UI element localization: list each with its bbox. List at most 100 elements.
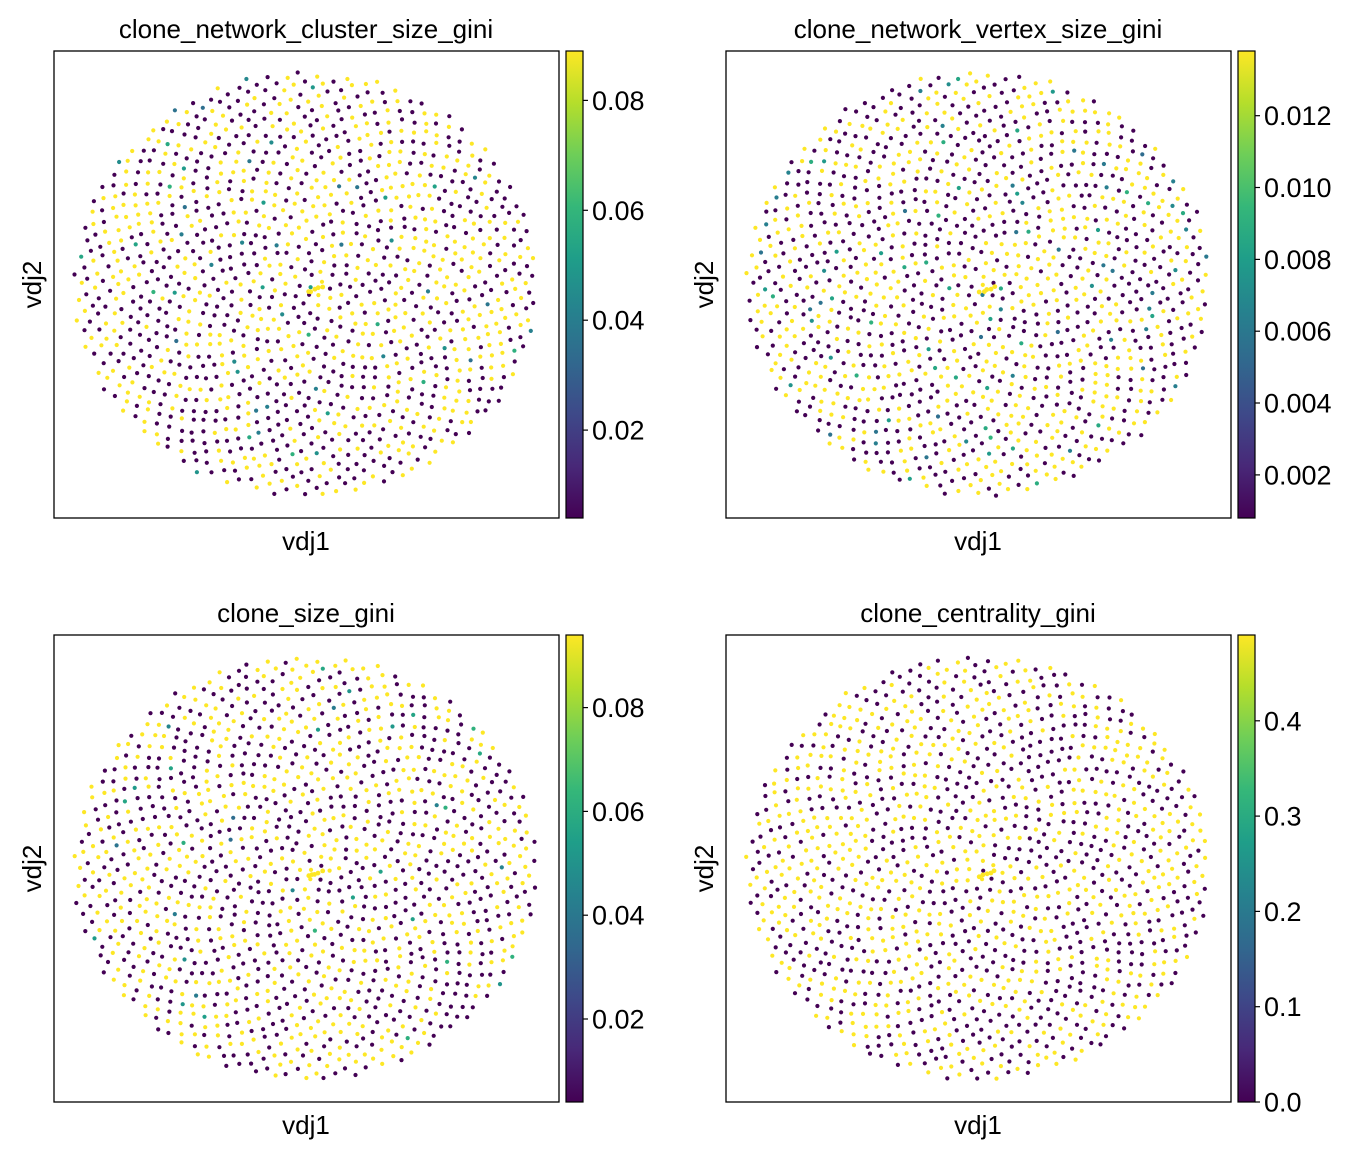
scatter-point [837,310,842,315]
scatter-point [778,352,783,357]
scatter-point [256,753,261,758]
scatter-point [1022,364,1027,369]
scatter-point [437,416,442,421]
scatter-point [421,295,426,300]
scatter-point [1008,889,1013,894]
scatter-point [114,342,119,348]
scatter-point [905,719,910,724]
scatter-point [500,936,505,942]
scatter-point [419,360,424,365]
scatter-point [487,236,492,241]
scatter-point [255,991,260,997]
scatter-point [1089,936,1094,941]
scatter-point [973,433,978,438]
scatter-point [372,110,377,115]
scatter-point [138,159,143,164]
scatter-point [814,361,819,366]
scatter-point [284,467,289,472]
scatter-point [328,1037,333,1042]
scatter-point [154,929,159,934]
scatter-point [825,903,831,908]
scatter-point [531,300,536,306]
scatter-point [224,713,229,718]
scatter-point [272,870,278,875]
scatter-point [861,440,866,445]
scatter-point [951,172,956,177]
scatter-point [1122,408,1127,413]
scatter-point [387,280,392,285]
scatter-point [156,784,161,789]
scatter-point [1093,446,1099,452]
scatter-point [984,941,989,947]
scatter-point [525,246,531,251]
scatter-point [431,393,436,398]
scatter-point [282,375,287,380]
scatter-point [375,121,380,126]
scatter-point [296,911,301,916]
scatter-point [1124,238,1129,243]
scatter-point [885,1014,890,1019]
scatter-point [1004,176,1009,181]
scatter-point [1019,735,1025,740]
scatter-point [1047,209,1052,214]
scatter-point [829,891,834,896]
scatter-point [929,964,934,969]
scatter-point [1056,905,1062,910]
scatter-point [411,150,416,155]
scatter-point [919,291,924,296]
scatter-point [154,901,159,906]
scatter-point [72,272,77,277]
scatter-point [947,448,952,453]
scatter-point [345,76,350,82]
scatter-point [1035,321,1040,326]
scatter-point [1116,188,1121,193]
scatter-point [354,461,359,467]
scatter-point [1060,456,1065,461]
scatter-point [946,192,951,197]
scatter-point [1171,281,1176,287]
scatter-point [807,953,812,958]
scatter-point [501,363,506,368]
scatter-point [137,332,143,337]
scatter-point [246,400,251,405]
scatter-point [180,992,185,997]
scatter-point [448,699,453,704]
panel-title: clone_network_cluster_size_gini [119,14,493,44]
scatter-point [422,369,427,374]
scatter-point [497,258,502,263]
scatter-point [347,689,352,694]
scatter-point [1171,890,1177,895]
scatter-point [90,844,96,849]
scatter-point [310,229,315,234]
scatter-point [797,257,802,262]
scatter-point [877,195,882,200]
scatter-point [265,809,270,814]
scatter-point [866,916,871,921]
scatter-point [821,832,826,837]
scatter-point [191,1011,196,1016]
scatter-point [903,966,908,971]
scatter-point [402,216,407,221]
scatter-point [830,877,835,882]
scatter-point [992,1043,998,1048]
scatter-point [1131,204,1136,209]
scatter-point [189,430,194,435]
scatter-point [853,838,858,843]
scatter-point [844,213,849,218]
scatter-point [487,755,492,760]
scatter-point [288,97,293,102]
scatter-point [160,296,165,301]
scatter-point [1171,179,1176,184]
scatter-point [189,894,194,899]
scatter-point [206,749,211,754]
scatter-point [298,810,303,815]
scatter-point [251,783,256,789]
scatter-point [344,253,349,258]
scatter-point [181,294,186,299]
scatter-point [866,234,871,239]
scatter-point [962,264,967,269]
scatter-point [1027,990,1032,996]
scatter-point [381,770,386,775]
scatter-point [1026,708,1031,713]
scatter-point [483,408,488,413]
